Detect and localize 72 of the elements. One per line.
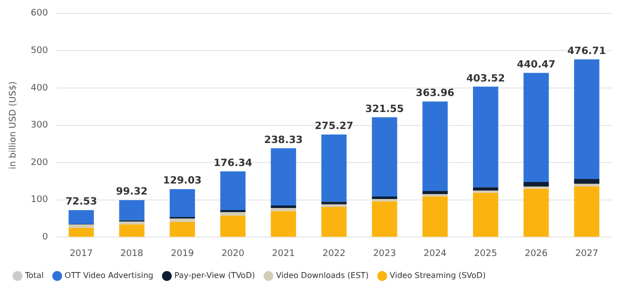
bar: [321, 204, 347, 207]
bar: [68, 210, 94, 224]
bar: [574, 59, 600, 180]
x-tick-label: 2024: [424, 248, 447, 259]
bar: [422, 190, 448, 194]
bar: [372, 201, 398, 237]
bar: [170, 218, 195, 222]
bar: [68, 228, 94, 237]
legend-label: OTT Video Advertising: [64, 271, 154, 280]
bar: [270, 211, 296, 237]
total-label: 403.52: [466, 73, 505, 84]
legend-label: Total: [24, 271, 44, 280]
x-tick-label: 2025: [474, 248, 498, 259]
bar: [119, 224, 144, 237]
y-axis-title: in billion USD (US$): [8, 81, 19, 170]
bar: [270, 205, 296, 208]
x-tick-label: 2018: [120, 248, 144, 259]
bar: [220, 212, 246, 216]
x-tick-label: 2022: [322, 248, 346, 259]
bar: [220, 171, 246, 210]
bar: [422, 196, 448, 237]
bar: [472, 187, 498, 191]
total-label: 99.32: [116, 186, 148, 198]
bar: [524, 72, 549, 182]
x-tick-label: 2021: [272, 248, 295, 259]
x-tick-label: 2019: [170, 248, 194, 259]
bar: [220, 216, 246, 237]
y-tick-label: 400: [30, 83, 48, 94]
bar: [321, 206, 347, 237]
y-tick-label: 200: [30, 158, 48, 168]
x-tick-label: 2023: [373, 248, 396, 259]
bar: [524, 186, 549, 189]
y-tick-label: 500: [30, 46, 48, 56]
bar: [68, 224, 94, 228]
bar: [574, 184, 600, 186]
bar: [524, 182, 549, 186]
total-label: 440.47: [516, 60, 556, 70]
bar: [372, 117, 398, 197]
bar: [422, 101, 448, 191]
bar: [170, 189, 195, 218]
bar: [321, 134, 347, 202]
bar: [119, 200, 144, 220]
y-tick-label: 300: [30, 120, 48, 131]
bar: [119, 222, 144, 225]
bar: [472, 192, 498, 237]
bar: [574, 186, 600, 237]
total-label: 321.55: [365, 104, 404, 115]
bar: [574, 179, 600, 184]
y-tick-label: 100: [30, 195, 48, 206]
total-label: 129.03: [163, 176, 202, 187]
bar: [372, 196, 398, 200]
total-label: 476.71: [567, 46, 606, 57]
x-tick-label: 2027: [575, 248, 598, 259]
legend-label: Video Streaming (SVoD): [390, 271, 486, 280]
x-tick-label: 2017: [70, 248, 93, 259]
y-tick-label: 0: [42, 232, 48, 243]
y-tick-label: 600: [30, 8, 48, 19]
total-label: 363.96: [416, 88, 454, 100]
total-label: 72.53: [65, 196, 98, 208]
x-tick-label: 2020: [221, 248, 245, 259]
bar: [321, 202, 347, 204]
bar: [270, 208, 296, 212]
bar: [472, 86, 498, 188]
legend-label: Pay-per-View (TVoD): [174, 271, 255, 280]
legend-label: Video Downloads (EST): [276, 271, 369, 280]
bar: [170, 222, 195, 237]
total-label: 176.34: [214, 158, 252, 170]
bar: [270, 148, 296, 206]
total-label: 238.33: [264, 134, 303, 146]
x-tick-label: 2026: [524, 248, 548, 259]
total-label: 275.27: [314, 121, 354, 132]
bar: [524, 188, 549, 237]
